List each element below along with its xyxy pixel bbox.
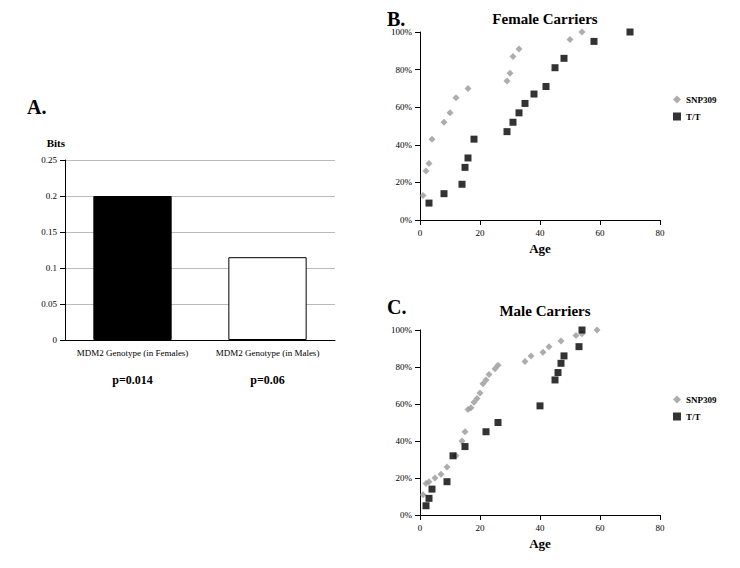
svg-text:60%: 60% [396,399,413,409]
svg-text:40: 40 [536,523,546,533]
svg-text:p=0.06: p=0.06 [250,373,285,387]
svg-text:40%: 40% [396,140,413,150]
svg-text:0: 0 [418,523,423,533]
svg-text:40: 40 [536,228,546,238]
svg-text:80: 80 [656,523,666,533]
svg-text:40%: 40% [396,436,413,446]
svg-text:0: 0 [53,335,58,345]
svg-text:80%: 80% [396,65,413,75]
svg-text:Female Carriers: Female Carriers [492,11,598,27]
svg-text:SNP309: SNP309 [686,95,717,105]
svg-text:0%: 0% [400,510,413,520]
svg-text:p=0.014: p=0.014 [112,373,153,387]
svg-text:0: 0 [418,228,423,238]
svg-text:0.1: 0.1 [46,263,57,273]
svg-text:0.25: 0.25 [41,155,57,165]
svg-text:20: 20 [476,228,486,238]
svg-text:Age: Age [529,241,551,256]
svg-text:A.: A. [27,96,46,118]
svg-text:60: 60 [596,228,606,238]
svg-text:T/T: T/T [686,112,701,122]
svg-text:B.: B. [387,8,405,30]
svg-text:60: 60 [596,523,606,533]
svg-text:80: 80 [656,228,666,238]
svg-text:0.2: 0.2 [46,191,57,201]
svg-text:SNP309: SNP309 [686,395,717,405]
svg-text:MDM2 Genotype (in Females): MDM2 Genotype (in Females) [77,348,189,358]
svg-text:20%: 20% [396,177,413,187]
svg-text:C.: C. [387,296,406,318]
svg-text:100%: 100% [391,27,412,37]
svg-text:MDM2 Genotype (in Males): MDM2 Genotype (in Males) [216,348,320,358]
svg-text:60%: 60% [396,102,413,112]
svg-text:20%: 20% [396,473,413,483]
svg-text:80%: 80% [396,362,413,372]
svg-text:Age: Age [529,536,551,551]
svg-text:0.05: 0.05 [41,299,57,309]
svg-text:100%: 100% [391,325,413,335]
svg-text:Male Carriers: Male Carriers [499,303,590,319]
svg-text:0.15: 0.15 [41,227,57,237]
svg-text:T/T: T/T [686,412,701,422]
svg-text:0%: 0% [400,215,413,225]
svg-text:Bits: Bits [47,137,66,149]
svg-text:20: 20 [476,523,486,533]
